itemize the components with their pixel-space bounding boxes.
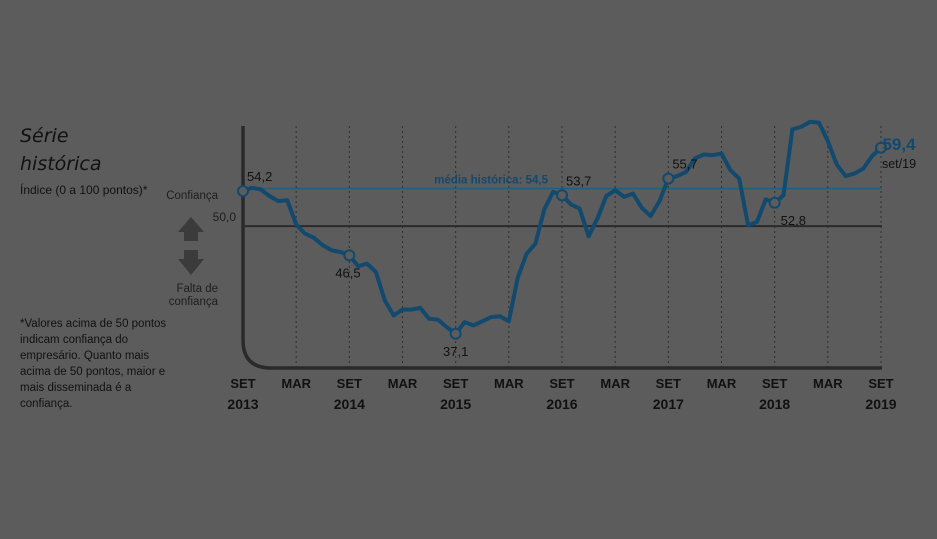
confidence-down-arrow-icon [178,250,204,275]
x-tick-month: SET [443,376,468,391]
x-tick-year: 2019 [865,396,896,412]
confidence-up-arrow-icon [178,217,204,241]
point-label: 53,7 [566,173,591,188]
point-label: 46,5 [335,265,360,280]
annotated-point [768,196,781,209]
x-tick-year: 2016 [546,396,577,412]
last-date-label: set/19 [882,157,916,171]
last-point [875,141,887,154]
x-tick-year: 2018 [759,396,790,412]
point-markers: 54,2 46,5 37,1 53,7 55,7 52,8 [237,141,887,359]
x-tick-month: MAR [813,376,843,391]
no-confidence-label: Falta de confiança [150,283,218,309]
no-confidence-label-line1: Falta de [176,283,218,295]
no-confidence-label-line2: confiança [168,296,218,308]
y-axis-line [241,126,882,370]
x-tick-month: MAR [388,376,418,391]
x-tick-month: SET [868,376,893,391]
reference-value-label: 50,0 [213,210,237,224]
confidence-label: Confiança [166,190,218,202]
annotated-point [556,189,568,202]
annotated-point [343,249,356,262]
point-label: 52,8 [781,213,806,228]
x-tick-month: SET [762,376,787,391]
x-tick-month: MAR [600,376,630,391]
x-axis-ticks: SET 2013 MAR SET 2014 MAR SET 2015 MAR SET 2016 MAR… [227,376,896,412]
annotated-point [237,185,249,198]
x-tick-year: 2014 [334,396,365,412]
x-tick-month: MAR [281,376,311,391]
point-label: 54,2 [247,169,272,184]
x-tick-month: SET [337,376,362,391]
annotated-point [449,327,462,340]
x-tick-month: SET [230,376,255,391]
vertical-gridlines [295,126,882,368]
x-tick-month: MAR [707,376,737,391]
point-label: 37,1 [443,344,468,359]
x-tick-year: 2015 [440,396,471,412]
chart-title-line1: Série [20,125,69,147]
point-label: 55,7 [672,157,697,172]
x-tick-year: 2013 [227,396,258,412]
footnote: *Valores acima de 50 pontos indicam conf… [20,318,167,410]
x-tick-month: SET [549,376,574,391]
annotated-point [662,172,675,185]
last-value-label: 59,4 [882,135,916,154]
chart-title-line2: histórica [20,153,102,175]
chart-subtitle: Índice (0 a 100 pontos)* [20,183,148,197]
x-tick-year: 2017 [653,396,684,412]
x-tick-month: MAR [494,376,524,391]
x-tick-month: SET [656,376,681,391]
chart-title: Série histórica [20,122,120,178]
average-label: média histórica: 54,5 [434,175,548,187]
